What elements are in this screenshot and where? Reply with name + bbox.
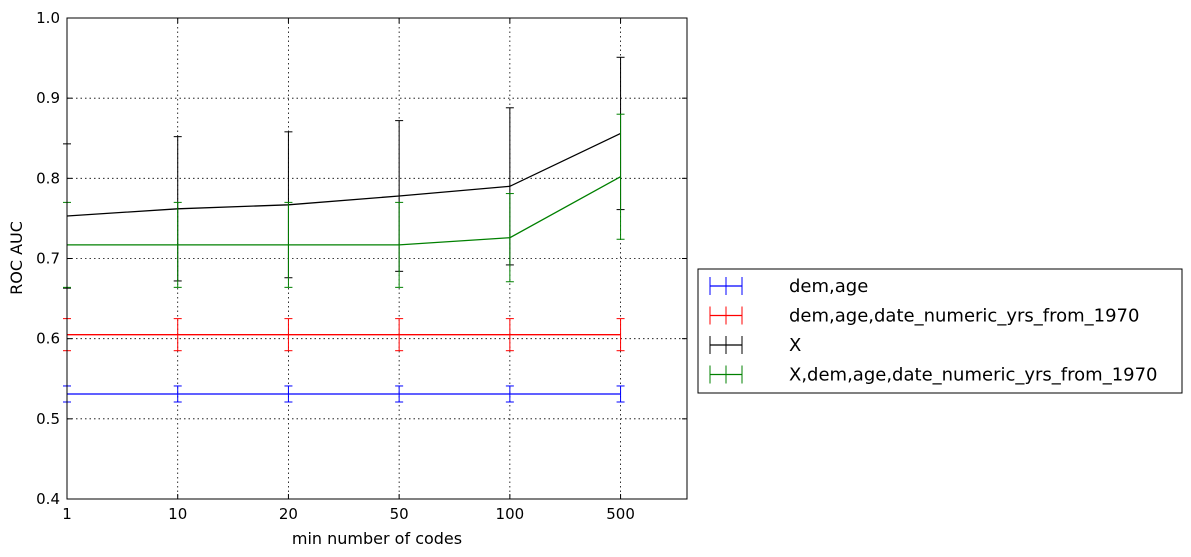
error-bar — [616, 318, 625, 352]
x-tick-label: 20 — [279, 505, 298, 523]
series-line — [66, 132, 621, 217]
series-1 — [63, 318, 625, 352]
error-bar — [395, 385, 404, 403]
series-2 — [63, 56, 625, 289]
error-bar — [505, 193, 514, 283]
y-tick-label: 0.4 — [36, 490, 60, 508]
error-bar — [616, 113, 625, 240]
series-layer — [63, 56, 625, 403]
error-bar — [173, 385, 182, 403]
series-line — [67, 176, 621, 246]
legend-item: dem,age — [709, 276, 868, 297]
grid-lines — [67, 18, 687, 499]
x-tick-label: 50 — [390, 505, 409, 523]
y-tick-label: 0.6 — [36, 330, 60, 348]
error-bar — [284, 385, 293, 403]
error-bar — [284, 318, 293, 352]
legend-key — [709, 336, 743, 354]
legend-item: X — [709, 335, 801, 356]
legend: dem,age dem,age,date_numeric_yrs_from_197… — [697, 268, 1183, 394]
x-axis-label: min number of codes — [292, 529, 462, 548]
y-tick-label: 0.5 — [36, 410, 60, 428]
y-tick-label: 0.9 — [36, 89, 60, 107]
series-0 — [63, 385, 625, 403]
y-tick-label: 0.7 — [36, 250, 60, 268]
x-tick-label: 100 — [496, 505, 525, 523]
error-bar — [505, 318, 514, 352]
legend-item: X,dem,age,date_numeric_yrs_from_1970 — [709, 365, 1158, 386]
y-axis-label: ROC AUC — [7, 221, 26, 295]
tick-labels: 1 10 20 50 100 500 0.4 0.5 0.6 0.7 0.8 0.9 1.0 — [36, 9, 635, 523]
x-tick-label: 500 — [606, 505, 635, 523]
legend-key — [709, 277, 743, 295]
error-bar — [395, 318, 404, 352]
legend-label: X — [789, 335, 801, 356]
legend-label: dem,age,date_numeric_yrs_from_1970 — [789, 306, 1139, 327]
y-tick-label: 1.0 — [36, 9, 60, 27]
legend-label: X,dem,age,date_numeric_yrs_from_1970 — [789, 365, 1158, 386]
legend-key — [709, 306, 743, 325]
error-bar — [505, 385, 514, 403]
error-bar — [173, 318, 182, 352]
error-bar — [284, 201, 293, 288]
legend-box — [697, 268, 1183, 394]
error-bar — [616, 385, 625, 403]
legend-label: dem,age — [789, 276, 868, 297]
x-tick-label: 1 — [62, 505, 72, 523]
error-bar — [395, 201, 404, 288]
x-tick-label: 10 — [168, 505, 187, 523]
ticks — [66, 17, 687, 500]
y-tick-label: 0.8 — [36, 169, 60, 187]
error-bar — [173, 201, 182, 288]
legend-item: dem,age,date_numeric_yrs_from_1970 — [709, 306, 1139, 327]
legend-key — [709, 365, 743, 384]
